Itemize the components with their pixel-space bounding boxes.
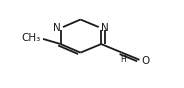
Text: O: O bbox=[142, 56, 150, 66]
Text: H: H bbox=[120, 55, 125, 64]
Text: N: N bbox=[53, 23, 61, 33]
Text: N: N bbox=[101, 23, 109, 33]
Text: CH₃: CH₃ bbox=[21, 33, 41, 43]
